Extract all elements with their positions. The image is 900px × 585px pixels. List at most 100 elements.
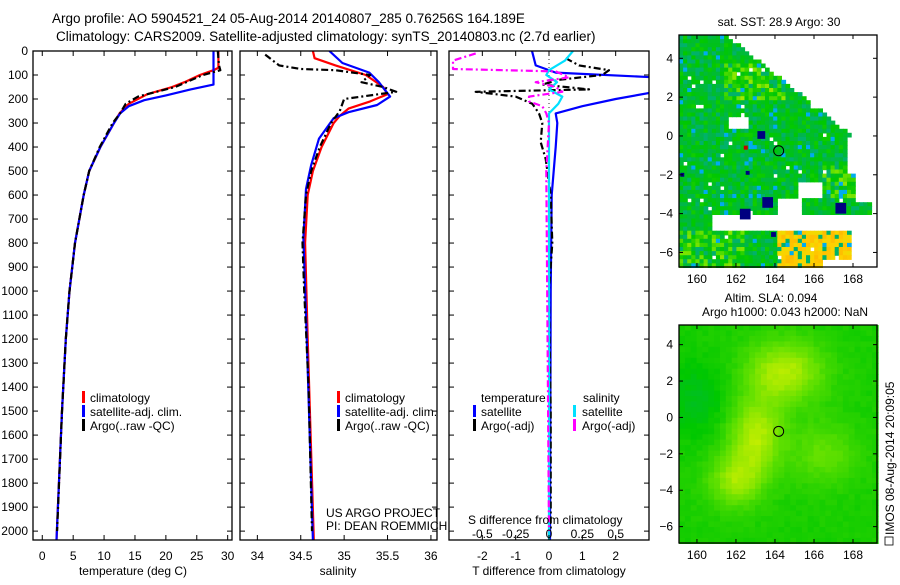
map-pixel	[695, 226, 701, 232]
map-pixel	[760, 325, 768, 332]
map-pixel	[696, 494, 704, 501]
map-pixel	[744, 165, 750, 171]
map-pixel	[696, 412, 704, 419]
map-pixel	[684, 488, 692, 495]
map-pixel	[842, 472, 850, 479]
map-pixel	[848, 488, 856, 495]
map-pixel	[806, 104, 811, 109]
map-pixel	[691, 255, 696, 260]
map-pixel	[790, 428, 797, 435]
map-pixel	[736, 104, 742, 109]
map-pixel	[703, 202, 709, 207]
map-pixel	[720, 47, 725, 52]
map-pixel	[756, 100, 762, 105]
map-pixel	[778, 396, 785, 403]
map-pixel	[807, 363, 815, 370]
map-pixel	[684, 499, 692, 506]
map-pixel	[728, 75, 733, 81]
map-pixel	[772, 396, 780, 403]
map-pixel	[793, 234, 799, 240]
map-pixel	[724, 251, 729, 256]
map-pixel	[756, 206, 762, 211]
map-pixel	[695, 96, 701, 101]
map-pixel	[866, 417, 873, 424]
map-pixel	[790, 363, 797, 370]
map-pixel	[683, 141, 688, 146]
map-pixel	[725, 374, 733, 381]
map-pixel	[756, 234, 762, 240]
x-tick-label: 15	[128, 549, 142, 563]
map-pixel	[797, 247, 803, 252]
map-pixel	[687, 185, 692, 191]
map-pixel	[785, 185, 791, 191]
map-pixel	[851, 198, 856, 203]
profile-panels: 0 5 10 15 20 25 300100200300400500600700800900…	[1, 44, 650, 563]
map-pixel	[872, 368, 879, 375]
map-pixel	[744, 63, 750, 69]
map-pixel	[842, 341, 850, 348]
map-pixel	[687, 169, 692, 175]
map-pixel	[715, 35, 721, 40]
map-pixel	[699, 96, 705, 101]
map-pixel	[744, 79, 750, 85]
map-pixel	[743, 516, 750, 523]
map-pixel	[756, 194, 762, 199]
map-pixel	[702, 379, 709, 386]
map-pixel	[687, 194, 692, 199]
map-pixel	[781, 108, 787, 114]
map-pixel	[690, 357, 698, 364]
depth-tick-label: 1800	[1, 476, 28, 490]
map-pixel	[837, 477, 844, 484]
map-pixel	[707, 145, 713, 150]
map-pixel	[683, 202, 688, 207]
map-pixel	[819, 527, 826, 534]
map-pixel	[715, 47, 721, 52]
map-pixel	[714, 335, 721, 342]
map-pixel	[756, 198, 762, 203]
map-pixel	[814, 177, 819, 183]
map-pixel	[679, 96, 684, 101]
map-pixel	[813, 527, 821, 534]
depth-tick-label: 1000	[1, 284, 28, 298]
map-pixel	[860, 450, 867, 457]
map-pixel	[699, 222, 705, 228]
map-pixel	[679, 368, 686, 375]
map-pixel	[781, 181, 787, 187]
map-pixel	[752, 136, 758, 142]
map-pixel	[860, 423, 867, 430]
map-pixel	[813, 434, 821, 441]
map-pixel	[773, 263, 778, 268]
map-pixel	[860, 390, 867, 397]
map-pixel	[684, 357, 692, 364]
map-pixel	[755, 406, 762, 413]
series-line-satellite-adj-clim-	[55, 51, 215, 540]
map-pixel	[822, 124, 828, 130]
map-pixel	[814, 136, 819, 142]
map-pixel	[691, 132, 696, 138]
map-pixel	[860, 396, 867, 403]
map-pixel	[765, 132, 770, 138]
map-pixel	[837, 439, 844, 446]
map-pixel	[796, 532, 803, 539]
map-pixel	[765, 145, 770, 150]
map-pixel	[806, 145, 811, 150]
map-pixel	[715, 88, 721, 93]
map-pixel	[695, 206, 701, 211]
map-pixel	[866, 428, 873, 435]
map-pixel	[860, 477, 867, 484]
map-pixel	[737, 385, 744, 392]
map-pixel	[813, 456, 821, 463]
map-pixel	[708, 428, 715, 435]
map-pixel	[684, 346, 692, 353]
lat-tick-label: −4	[659, 207, 673, 221]
map-pixel	[714, 532, 721, 539]
map-pixel	[683, 173, 688, 179]
map-pixel	[752, 141, 758, 146]
map-pixel	[756, 247, 762, 252]
lat-tick-label: 0	[666, 410, 673, 424]
map-pixel	[831, 325, 838, 332]
map-pixel	[695, 43, 701, 48]
map-pixel	[684, 537, 692, 544]
map-pixel	[854, 396, 862, 403]
map-pixel	[736, 194, 742, 199]
